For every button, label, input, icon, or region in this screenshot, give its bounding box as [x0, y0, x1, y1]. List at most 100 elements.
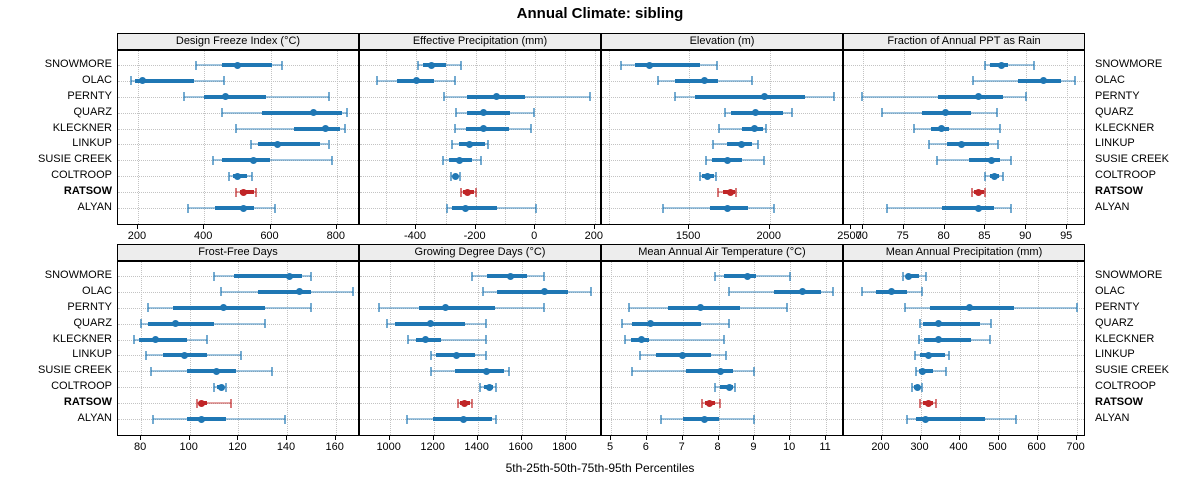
x-tick-label: 140 — [276, 441, 296, 453]
whisker-cap-high — [735, 187, 738, 197]
whisker-cap-low — [377, 303, 380, 313]
whisker-cap-high — [239, 350, 242, 360]
row-gridline — [118, 371, 358, 373]
whisker-cap-low — [913, 350, 916, 360]
x-gridline — [959, 262, 961, 435]
row-gridline — [844, 65, 1084, 66]
panel-strip: Fraction of Annual PPT as Rain — [843, 33, 1085, 50]
whisker-cap-low — [430, 366, 433, 376]
iqr-bar — [204, 94, 266, 99]
x-tick — [768, 225, 770, 229]
median-dot — [181, 351, 189, 359]
whisker-cap-low — [376, 76, 379, 86]
x-gridline — [944, 51, 946, 224]
x-tick-label: 800 — [326, 230, 345, 242]
x-tick — [958, 436, 960, 440]
x-tick-label: 1400 — [464, 441, 489, 453]
iqr-bar — [138, 337, 188, 342]
whisker-cap-high — [990, 319, 993, 329]
x-gridline — [189, 262, 191, 435]
whisker-cap-low — [662, 203, 665, 213]
median-dot — [679, 351, 687, 359]
row-gridline — [360, 403, 600, 405]
whisker-cap-low — [631, 366, 634, 376]
whisker-cap-low — [918, 398, 921, 408]
whisker-cap-low — [713, 271, 716, 281]
row-gridline — [602, 65, 842, 66]
row-gridline — [118, 323, 358, 325]
whisker-cap-high — [479, 155, 482, 165]
whisker-cap-low — [915, 366, 918, 376]
median-dot — [240, 188, 248, 196]
whisker-cap-high — [1033, 60, 1036, 70]
whisker-cap-low — [936, 155, 939, 165]
median-dot — [451, 172, 459, 180]
whisker-cap-low — [212, 155, 215, 165]
row-gridline — [118, 355, 358, 357]
x-tick — [476, 436, 478, 440]
whisker-cap-high — [225, 382, 228, 392]
median-dot — [428, 61, 436, 69]
median-dot — [213, 367, 220, 375]
x-tick — [902, 225, 904, 229]
median-dot — [295, 288, 303, 296]
row-gridline — [360, 323, 600, 325]
row-gridline — [360, 276, 600, 277]
site-label-left: ALYAN — [77, 412, 112, 424]
whisker-cap-high — [251, 171, 254, 181]
whisker-cap-high — [1001, 171, 1004, 181]
whisker-cap-low — [453, 124, 456, 134]
whisker-cap-high — [789, 271, 792, 281]
whisker-cap-low — [906, 414, 909, 424]
median-dot — [723, 156, 731, 164]
row-gridline — [844, 192, 1084, 194]
whisker-cap-low — [430, 350, 433, 360]
whisker-cap-low — [984, 171, 987, 181]
x-tick — [753, 436, 755, 440]
x-gridline — [608, 51, 610, 224]
whisker-cap-high — [756, 139, 759, 149]
x-gridline — [475, 51, 477, 224]
whisker-cap-low — [674, 92, 677, 102]
median-dot — [233, 61, 241, 69]
whisker-range — [408, 338, 487, 341]
median-dot — [937, 125, 945, 133]
x-tick-label: 1000 — [376, 441, 401, 453]
median-dot — [310, 109, 318, 117]
panel-plot — [601, 261, 843, 436]
median-dot — [233, 172, 241, 180]
iqr-bar — [682, 417, 719, 421]
whisker-cap-high — [715, 60, 718, 70]
median-dot — [453, 351, 461, 359]
x-gridline — [1026, 51, 1028, 224]
x-gridline — [445, 51, 447, 224]
x-gridline — [985, 51, 987, 224]
iqr-bar — [233, 274, 302, 278]
whisker-cap-high — [485, 350, 488, 360]
median-dot — [492, 93, 500, 101]
whisker-cap-high — [996, 139, 999, 149]
median-dot — [321, 125, 329, 133]
iqr-bar — [922, 321, 981, 326]
panel-strip: Design Freeze Index (°C) — [117, 33, 359, 50]
median-dot — [249, 156, 257, 164]
median-dot — [426, 320, 434, 328]
x-tick — [286, 436, 287, 440]
median-dot — [919, 367, 927, 375]
whisker-cap-high — [984, 187, 987, 197]
whisker-cap-high — [751, 76, 754, 86]
whisker-cap-low — [928, 139, 931, 149]
x-tick — [943, 225, 945, 229]
x-tick — [140, 436, 142, 440]
x-tick — [269, 225, 271, 229]
whisker-cap-high — [753, 414, 756, 424]
x-gridline — [270, 51, 272, 224]
whisker-cap-low — [234, 124, 237, 134]
x-tick — [997, 436, 999, 440]
median-dot — [700, 415, 708, 423]
x-tick-label: 1200 — [420, 441, 445, 453]
x-tick — [203, 225, 205, 229]
median-dot — [975, 204, 983, 212]
median-dot — [479, 109, 487, 117]
